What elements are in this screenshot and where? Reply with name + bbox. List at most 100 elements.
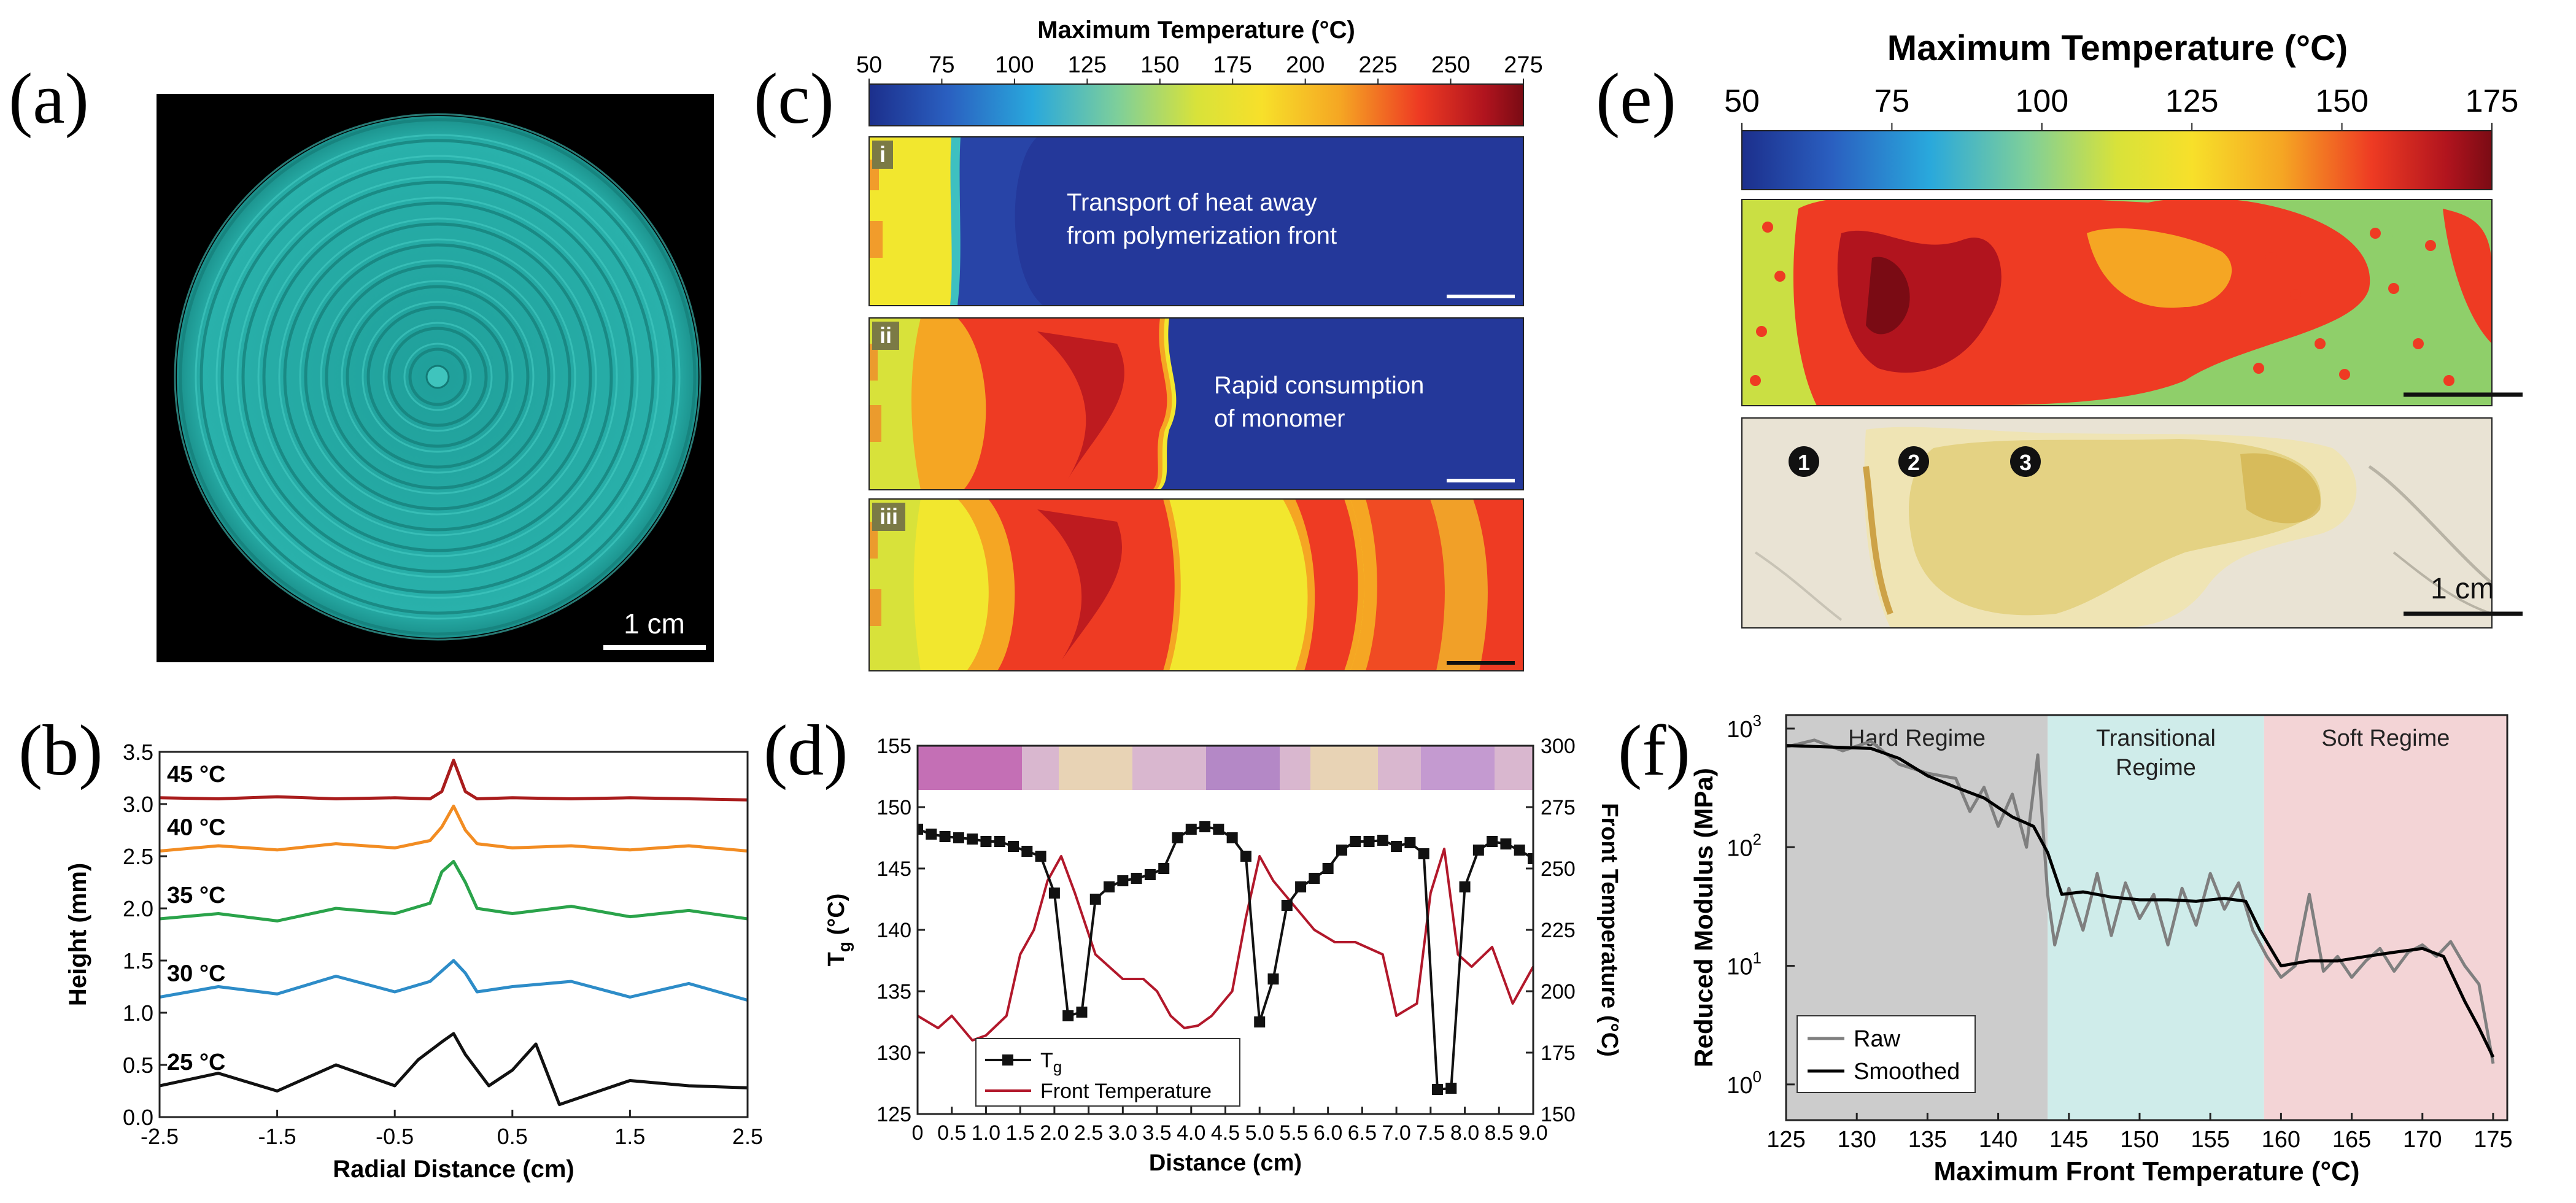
scalebar-a-label: 1 cm (624, 608, 685, 640)
marker-1: 1 (1789, 446, 1819, 477)
chart-d-tg-marker (1213, 824, 1224, 835)
spiral-disc-render (174, 113, 702, 641)
chart-b-series-label: 45 °C (167, 762, 225, 787)
chart-f-xtick-label: 135 (1908, 1127, 1947, 1153)
chart-f-xtick-label: 170 (2403, 1127, 2442, 1153)
colorbar-c-tick-label: 50 (856, 52, 882, 78)
disc-ring-highlight (257, 196, 618, 557)
chart-d-ytick-right-label: 250 (1541, 857, 1576, 881)
chart-d-ylabel-left-main: T (824, 952, 849, 966)
chart-d-xtick-label: 6.5 (1348, 1121, 1377, 1145)
chart-d-legend-tg-label: Tg (1040, 1049, 1062, 1076)
chart-f-ytick-exp: 1 (1753, 949, 1762, 967)
disc-ring (199, 139, 676, 615)
chart-b: 45 °C 40 °C 35 °C 30 °C 25 °C -2.5 -1.5 -0.5 0.5… (64, 740, 763, 1183)
chart-d-xtick-label: 1.5 (1006, 1121, 1035, 1145)
panel-a: (a) 1 cm (9, 58, 714, 662)
chart-d-tg-marker (1487, 836, 1498, 847)
chart-d-xtick-label: 2.0 (1040, 1121, 1069, 1145)
colorbar-c-tick-label: 150 (1140, 52, 1179, 78)
chart-f-regime-band (2264, 715, 2507, 1120)
chart-d-legend-tg-marker (1002, 1054, 1013, 1066)
chart-d-ytick-left-label: 125 (876, 1103, 911, 1126)
colorbar-c-ticks: 50 75 100 125 150 175 200 225 250 275 (856, 52, 1543, 84)
chart-d-tg-marker (1391, 841, 1402, 852)
chart-f-ytick-exp: 2 (1753, 830, 1762, 848)
chart-b-series-label: 25 °C (167, 1050, 225, 1075)
chart-d-tg-marker (1445, 1083, 1457, 1094)
disc-ring-highlight (174, 113, 702, 641)
disc-ring-highlight (403, 342, 472, 411)
chart-d-tg-marker (1472, 845, 1484, 856)
colorbar-c-title: Maximum Temperature (°C) (1037, 17, 1355, 44)
chart-b-ytick-label: 0.0 (123, 1105, 153, 1130)
chart-d-xtick-label: 7.0 (1382, 1121, 1410, 1145)
marker-3-label: 3 (2019, 450, 2032, 475)
colorbar-e-tick-label: 100 (2015, 83, 2068, 119)
colorbar-c-tick-label: 75 (929, 52, 954, 78)
chart-d-ytick-left-label: 130 (876, 1042, 911, 1065)
sample-strip-segment (918, 746, 1022, 790)
colorbar-c-tick-label: 175 (1213, 52, 1252, 78)
subpanel-c-ii-caption-2: of monomer (1214, 405, 1345, 432)
chart-d-tg-marker (1281, 900, 1293, 911)
chart-d-ylabel-left-unit: (°C) (824, 894, 849, 942)
chart-b-series-label: 35 °C (167, 883, 225, 908)
chart-d-xtick-label: 8.0 (1450, 1121, 1479, 1145)
thermal-spot (2413, 338, 2424, 349)
disc-ring (325, 264, 551, 490)
sample-strip-segment (1059, 746, 1132, 790)
chart-f-xtick-label: 155 (2191, 1127, 2229, 1153)
chart-f-frame (1785, 714, 2508, 1121)
chart-f-regime-label: Soft Regime (2321, 725, 2450, 751)
chart-b-ytick-label: 1.5 (123, 948, 153, 973)
subpanel-c-ii (869, 318, 1523, 490)
chart-b-ytick-label: 2.5 (123, 844, 153, 869)
chart-b-ytick-label: 3.0 (123, 792, 153, 817)
chart-d-tg-marker (1336, 845, 1347, 856)
chart-d-tg-marker (1199, 821, 1211, 832)
chart-d-tg-marker (1035, 851, 1046, 862)
thermal-spot (2443, 375, 2454, 386)
chart-f-regime-label: Transitional (2096, 725, 2216, 751)
thermal-spot (2290, 289, 2301, 300)
chart-d-tg-marker (1322, 863, 1334, 874)
chart-d-tg-marker (980, 836, 992, 847)
panel-label-f: (f) (1618, 710, 1690, 791)
subpanel-c-iii-tag: iii (880, 504, 898, 529)
chart-d-tg-marker (918, 824, 923, 835)
colorbar-c-tick-label: 225 (1358, 52, 1397, 78)
chart-d-ytick-left-label: 150 (876, 796, 911, 819)
colorbar-c-tick-label: 100 (995, 52, 1034, 78)
disc-ring (241, 180, 634, 573)
chart-d-tg-marker (1514, 845, 1525, 856)
chart-d-ytick-right-label: 275 (1541, 796, 1576, 819)
chart-d-tg-marker (1254, 1016, 1266, 1027)
panel-label-c: (c) (754, 58, 834, 139)
chart-d-tg-marker (926, 829, 937, 840)
panel-label-a: (a) (9, 58, 89, 139)
chart-d-xtick-label: 9.0 (1518, 1121, 1547, 1145)
chart-d-tg-marker (1158, 863, 1170, 874)
chart-d-legend-box (975, 1038, 1240, 1107)
chart-d-tg-marker (1500, 838, 1512, 849)
chart-d-tg-marker (1363, 836, 1375, 847)
chart-d-tg-marker (1048, 888, 1060, 899)
chart-f-ytick-base: 10 (1727, 835, 1752, 861)
thermal-spot (2370, 228, 2381, 239)
chart-d-tg-marker (994, 836, 1005, 847)
chart-d-tg-marker (1062, 1010, 1074, 1021)
chart-b-frame (158, 751, 749, 1118)
marker-2-label: 2 (1908, 450, 1920, 475)
chart-f-ytick-base: 10 (1727, 954, 1752, 980)
disc-ring-highlight (341, 280, 535, 474)
chart-d-tg-marker (939, 831, 951, 842)
disc-ring-highlight (278, 217, 597, 536)
chart-b-series-label: 30 °C (167, 961, 225, 987)
chart-d-xtick-label: 0 (912, 1121, 924, 1145)
chart-d-ytick-left-label: 145 (876, 857, 911, 881)
chart-b-xlabel: Radial Distance (cm) (333, 1156, 574, 1183)
chart-b-ylabel: Height (mm) (64, 863, 91, 1006)
chart-d-xtick-label: 5.5 (1279, 1121, 1308, 1145)
